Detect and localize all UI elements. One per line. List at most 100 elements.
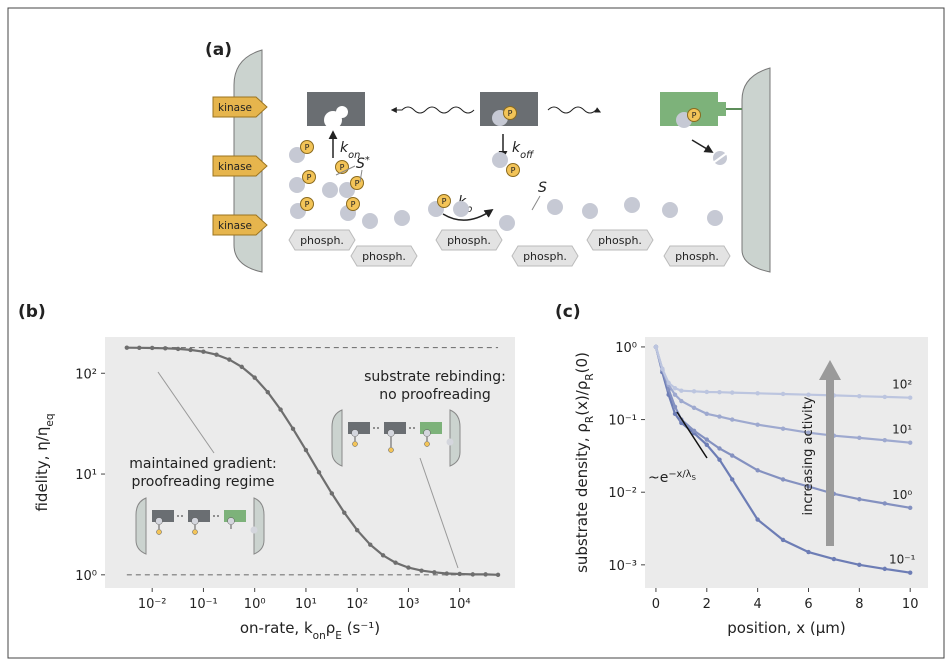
- phospho-label: P: [307, 173, 312, 182]
- data-point: [124, 345, 130, 350]
- active-substrate-label-part: S: [356, 156, 365, 172]
- data-point: [908, 570, 913, 575]
- membrane: [741, 67, 771, 273]
- data-point: [672, 392, 678, 397]
- data-point: [316, 470, 322, 475]
- binding-site: [336, 106, 348, 118]
- data-point: [857, 435, 862, 441]
- data-point: [214, 352, 219, 357]
- phospho-group: [506, 163, 520, 177]
- pointer: [359, 169, 363, 183]
- data-point: [666, 380, 671, 386]
- pointer: [335, 165, 356, 176]
- data-point: [470, 572, 475, 577]
- release-arrow: [691, 139, 714, 153]
- kinase-tag: [212, 214, 268, 236]
- substrate: [707, 210, 723, 226]
- kinase-label: kinase: [218, 102, 252, 114]
- substrate: [289, 147, 305, 163]
- data-point: [201, 349, 206, 354]
- slope-annotation-part: S: [691, 474, 696, 482]
- pointer: [531, 195, 541, 211]
- data-point: [653, 344, 659, 350]
- y-tick-label: 10⁻²: [608, 486, 637, 501]
- data-point: [329, 491, 335, 496]
- data-point: [755, 468, 760, 473]
- x-axis-label: position, x (μm): [727, 619, 845, 637]
- substrate: [662, 202, 678, 218]
- kinase-label: kinase: [218, 220, 252, 232]
- x-axis-label-part: ρ: [326, 619, 336, 637]
- x-axis-label-part: (s⁻¹): [342, 619, 380, 637]
- x-tick-label: 10: [902, 597, 919, 612]
- pointer: [419, 457, 459, 569]
- x-tick-label: 10⁰: [244, 597, 266, 612]
- y-axis-label-part: (x)/ρ: [573, 381, 591, 416]
- data-point: [755, 517, 760, 522]
- kinase-tag: [212, 96, 268, 118]
- data-point: [691, 405, 697, 411]
- x-tick-label: 0: [652, 597, 660, 612]
- data-point: [265, 389, 270, 395]
- y-axis-label: fidelity, η/ηeq: [33, 413, 56, 511]
- data-point: [704, 437, 709, 442]
- inset-membrane: [331, 409, 343, 467]
- phosphatase: [586, 229, 654, 251]
- data-point: [780, 477, 786, 482]
- slope-annotation-part: ~e: [648, 470, 668, 486]
- data-point: [679, 388, 684, 393]
- y-axis-label-part: eq: [44, 413, 56, 426]
- rate-on-part: k: [340, 140, 349, 156]
- x-tick-label: 6: [804, 597, 812, 612]
- inset-phospho: [156, 529, 162, 535]
- x-axis-label-part: on-rate, k: [240, 619, 313, 637]
- data-point: [432, 570, 437, 575]
- x-tick-label: 10¹: [295, 597, 317, 612]
- slope-guide: [676, 411, 708, 459]
- kinase-tag: [212, 155, 268, 177]
- plot-area: [645, 337, 928, 588]
- data-point: [457, 571, 462, 577]
- data-line: [654, 346, 911, 574]
- inset-degraded: [446, 438, 454, 446]
- inset-enzyme: [152, 510, 174, 522]
- y-tick-label: 10⁰: [75, 569, 97, 584]
- data-point: [175, 346, 181, 352]
- annotation: substrate rebinding:: [364, 369, 506, 385]
- phospho-label: P: [351, 200, 356, 209]
- series-label: 10⁻¹: [889, 553, 916, 567]
- annotation: maintained gradient:: [129, 456, 276, 472]
- data-point: [908, 505, 913, 511]
- inset-degraded: [250, 526, 258, 534]
- slope-annotation-part: −x/λ: [668, 469, 691, 480]
- x-axis-label-part: on: [313, 630, 326, 642]
- data-point: [806, 484, 811, 489]
- phospho-label: P: [692, 111, 697, 120]
- data-point: [444, 571, 449, 576]
- data-point: [672, 411, 678, 417]
- phosphatase-label: phosph.: [523, 250, 567, 263]
- inset-enzyme: [420, 422, 442, 434]
- data-point: [806, 392, 811, 397]
- phospho-group: [300, 197, 314, 211]
- slope-annotation: ~e−x/λS: [648, 469, 696, 487]
- data-point: [780, 391, 786, 397]
- data-point: [730, 417, 735, 422]
- data-point: [149, 345, 155, 351]
- inset-substrate: [155, 517, 163, 525]
- y-tick-label: 10⁻¹: [608, 414, 637, 429]
- data-point: [908, 395, 913, 400]
- y-axis-label-part: fidelity, η/η: [33, 427, 51, 512]
- inset-enzyme: [384, 422, 406, 434]
- series-label: 10⁰: [892, 488, 912, 502]
- rate-arrow: [442, 208, 494, 221]
- data-point: [755, 422, 760, 427]
- data-point: [857, 393, 862, 399]
- x-tick-label: 10²: [346, 597, 368, 612]
- data-point: [278, 407, 283, 412]
- inset-enzyme: [188, 510, 210, 522]
- x-axis-label-part: E: [335, 630, 342, 642]
- phospho-group: [437, 194, 451, 208]
- data-point: [303, 447, 309, 453]
